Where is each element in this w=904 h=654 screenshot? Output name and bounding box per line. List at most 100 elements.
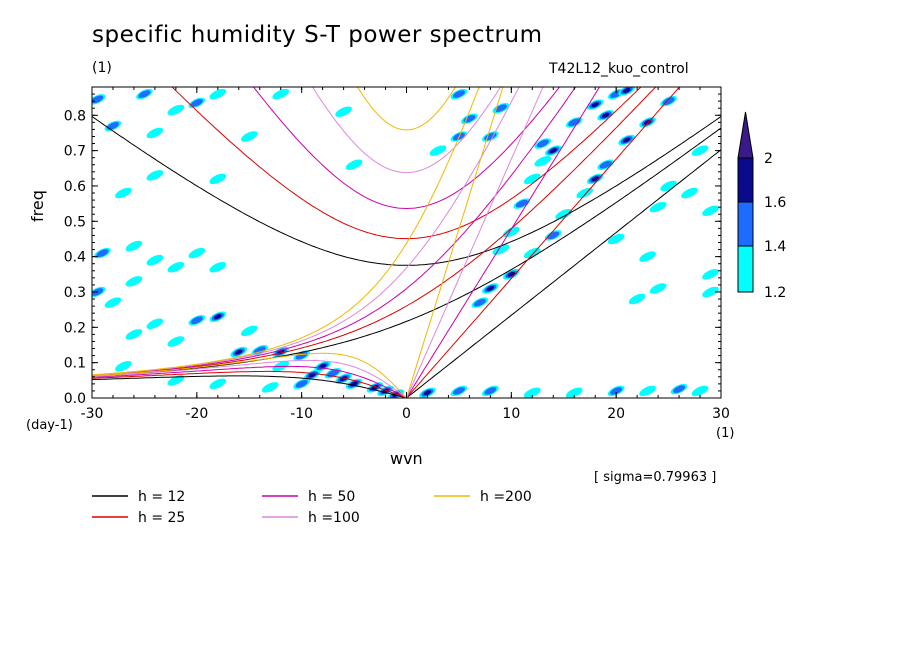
y-tick-label: 0.1	[64, 356, 86, 372]
dispersion-curve	[406, 87, 504, 398]
run-name-label: T42L12_kuo_control	[549, 61, 689, 77]
spectral-peak	[649, 283, 667, 294]
spectral-peaks	[92, 87, 719, 398]
dispersion-curve	[92, 370, 407, 398]
spectral-peak-core	[96, 249, 109, 257]
spectral-peak-core	[295, 379, 308, 388]
spectral-peak	[125, 240, 143, 252]
spectral-peak	[146, 318, 164, 330]
x-tick-label: 10	[502, 406, 520, 422]
spectral-peak	[660, 180, 677, 192]
spectral-peak	[167, 336, 185, 347]
spectral-peak-core	[484, 387, 497, 395]
spectral-peak	[146, 127, 164, 139]
spectral-peak-core	[295, 351, 308, 360]
y-tick-label: 0.0	[64, 391, 86, 407]
y-tick-label: 0.5	[64, 214, 86, 230]
dispersion-curves	[92, 87, 721, 398]
spectral-peak-max	[591, 102, 599, 108]
legend-label: h = 50	[308, 489, 355, 505]
sigma-label: [ sigma=0.79963 ]	[594, 470, 717, 485]
spectral-peak	[146, 254, 164, 266]
spectral-peak	[691, 385, 709, 397]
spectral-peak	[240, 325, 258, 337]
dispersion-curve	[406, 87, 601, 398]
spectral-peak	[691, 145, 709, 156]
legend-label: h = 25	[138, 510, 185, 526]
spectral-peak	[188, 247, 206, 259]
spectral-peak-max	[423, 390, 432, 396]
spectral-peak-core	[494, 104, 507, 113]
spectral-peak-core	[547, 231, 560, 240]
spectral-peak	[492, 244, 510, 255]
spectral-peak	[702, 205, 719, 216]
colorbar-label: 1.2	[764, 285, 786, 301]
legend-label: h =200	[480, 489, 532, 505]
spectral-peak-core	[190, 99, 203, 107]
spectral-peak-core	[536, 139, 549, 148]
y-tick-label: 0.4	[64, 250, 86, 266]
x-axis-label: wvn	[390, 449, 423, 468]
legend-label: h = 12	[138, 489, 185, 505]
unit-label: (1)	[92, 60, 112, 76]
y-tick-label: 0.3	[64, 285, 86, 301]
dispersion-curve	[92, 352, 407, 398]
spectral-peak-core	[568, 118, 581, 127]
spectral-peak	[555, 208, 573, 220]
y-unit-label: (day-1)	[26, 418, 73, 433]
spectral-peak	[167, 261, 185, 273]
spectral-peak-core	[673, 385, 686, 394]
spectral-peak-core	[463, 114, 476, 123]
spectral-peak	[523, 173, 541, 185]
dispersion-curve	[92, 87, 480, 376]
spectral-peak-core	[106, 122, 119, 130]
dispersion-curve	[92, 87, 577, 376]
spectral-peak-core	[452, 387, 465, 395]
spectral-peak	[702, 269, 719, 280]
spectral-peak-max	[507, 271, 516, 277]
colorbar-label: 2	[764, 151, 773, 167]
legend-label: h =100	[308, 510, 360, 526]
spectral-peak	[125, 329, 143, 340]
x-tick-label: -20	[185, 406, 208, 422]
spectral-peak	[167, 104, 185, 116]
spectral-peak	[534, 155, 552, 167]
y-tick-label: 0.2	[64, 320, 86, 336]
spectral-peak-max	[235, 349, 243, 355]
spectral-peak-max	[601, 112, 610, 118]
x-tick-label: 30	[712, 406, 730, 422]
dispersion-curve	[171, 87, 642, 240]
axis-ticks: -30 -20 -10 0 10 20 30 0.0 0.1 0.2 0.3 0.4 0.5 0.6 0.7…	[64, 87, 730, 422]
spectral-peak	[167, 375, 185, 386]
spectral-peak-core	[190, 316, 203, 325]
spectral-peak	[115, 187, 132, 199]
dispersion-curve	[92, 127, 721, 377]
dispersion-curve	[406, 87, 681, 398]
colorbar-arrow	[737, 111, 754, 159]
spectral-peak	[261, 382, 279, 393]
dispersion-curve	[311, 87, 502, 174]
legend: h = 12 h = 25 h = 50 h =100 h =200	[92, 489, 532, 526]
spectral-peak	[115, 360, 132, 372]
spectral-peak-max	[622, 137, 631, 143]
colorbar-segment	[737, 201, 754, 247]
dispersion-curve	[92, 375, 407, 398]
dispersion-curve	[92, 365, 407, 398]
x-tick-label: -30	[81, 406, 104, 422]
x-tick-label: 0	[402, 406, 411, 422]
spectral-peak	[209, 88, 227, 100]
y-tick-label: 0.8	[64, 108, 86, 124]
spectral-peak	[503, 226, 520, 238]
spectral-peak	[639, 251, 656, 262]
spectral-peak-max	[214, 314, 222, 320]
spectral-peak	[649, 201, 667, 213]
spectral-peak-core	[138, 90, 151, 98]
spectral-peak	[209, 173, 227, 185]
spectral-peak	[639, 385, 656, 397]
spectral-peak	[240, 131, 258, 142]
dispersion-curve	[252, 87, 561, 210]
dispersion-curve	[92, 116, 721, 266]
colorbar: 1.2 1.4 1.6 2	[737, 111, 786, 301]
dispersion-curve	[356, 87, 457, 131]
